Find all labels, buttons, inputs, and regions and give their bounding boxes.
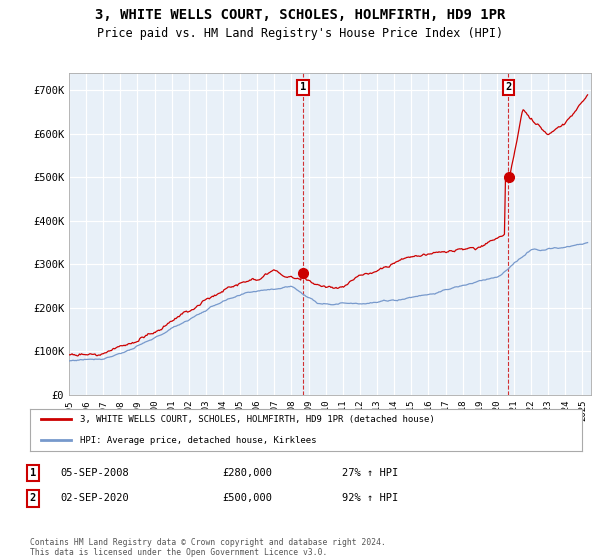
Text: £500,000: £500,000 bbox=[222, 493, 272, 503]
Text: £280,000: £280,000 bbox=[222, 468, 272, 478]
Text: 02-SEP-2020: 02-SEP-2020 bbox=[60, 493, 129, 503]
Text: 2: 2 bbox=[30, 493, 36, 503]
Text: HPI: Average price, detached house, Kirklees: HPI: Average price, detached house, Kirk… bbox=[80, 436, 316, 445]
Text: 05-SEP-2008: 05-SEP-2008 bbox=[60, 468, 129, 478]
Text: Price paid vs. HM Land Registry's House Price Index (HPI): Price paid vs. HM Land Registry's House … bbox=[97, 27, 503, 40]
Text: 92% ↑ HPI: 92% ↑ HPI bbox=[342, 493, 398, 503]
Text: 27% ↑ HPI: 27% ↑ HPI bbox=[342, 468, 398, 478]
Text: 1: 1 bbox=[300, 82, 306, 92]
Text: 1: 1 bbox=[30, 468, 36, 478]
Text: 3, WHITE WELLS COURT, SCHOLES, HOLMFIRTH, HD9 1PR (detached house): 3, WHITE WELLS COURT, SCHOLES, HOLMFIRTH… bbox=[80, 415, 434, 424]
Text: 3, WHITE WELLS COURT, SCHOLES, HOLMFIRTH, HD9 1PR: 3, WHITE WELLS COURT, SCHOLES, HOLMFIRTH… bbox=[95, 8, 505, 22]
Text: 2: 2 bbox=[505, 82, 511, 92]
Text: Contains HM Land Registry data © Crown copyright and database right 2024.
This d: Contains HM Land Registry data © Crown c… bbox=[30, 538, 386, 557]
